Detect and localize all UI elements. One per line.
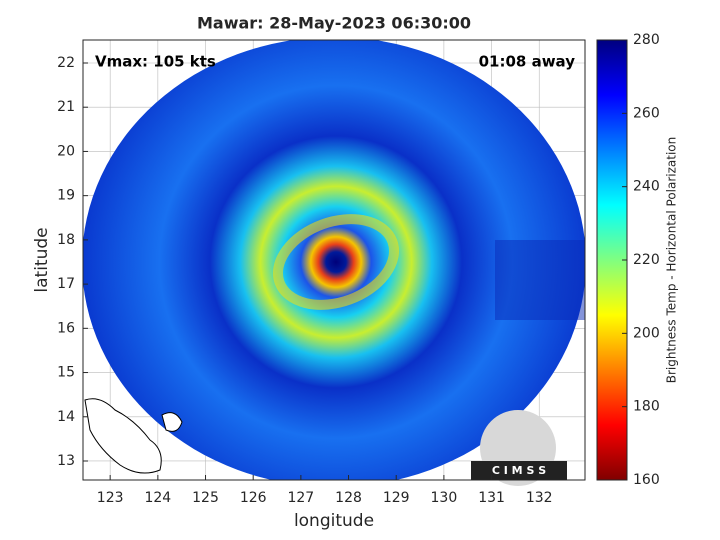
y-tick-label: 19 — [57, 188, 75, 204]
coastline — [161, 412, 183, 432]
x-tick-label: 123 — [97, 490, 124, 506]
colorbar-tick-label: 260 — [633, 105, 660, 121]
y-tick-label: 18 — [57, 232, 75, 248]
x-tick-label: 131 — [478, 490, 505, 506]
image-layer — [83, 40, 585, 480]
y-tick-label: 15 — [57, 365, 75, 381]
colorbar-tick-label: 180 — [633, 399, 660, 415]
x-tick-label: 125 — [192, 490, 219, 506]
logo-bar — [471, 461, 567, 480]
x-tick-label: 126 — [240, 490, 267, 506]
colorbar-label: Brightness Temp - Horizontal Polarizatio… — [665, 137, 679, 384]
y-axis-label: latitude — [32, 227, 52, 292]
y-tick-label: 20 — [57, 143, 75, 159]
x-tick-label: 130 — [431, 490, 458, 506]
brightness-field — [83, 40, 585, 480]
y-tick-label: 22 — [57, 55, 75, 71]
y-tick-label: 16 — [57, 320, 75, 336]
chart-title: Mawar: 28-May-2023 06:30:00 — [197, 14, 471, 33]
annotation: Vmax: 105 kts — [95, 53, 216, 71]
x-axis-label: longitude — [294, 511, 374, 531]
x-tick-label: 127 — [287, 490, 314, 506]
swath-edge — [495, 240, 585, 320]
eyewall-band — [272, 214, 400, 310]
x-tick-label: 129 — [383, 490, 410, 506]
colorbar-tick-label: 200 — [633, 325, 660, 341]
y-tick-label: 17 — [57, 276, 75, 292]
cimss-logo: C I M S S — [471, 410, 567, 486]
x-tick-label: 124 — [144, 490, 171, 506]
coastline — [84, 398, 162, 474]
colorbar-tick-label: 280 — [633, 32, 660, 48]
colorbar-tick-label: 240 — [633, 179, 660, 195]
x-tick-label: 132 — [526, 490, 553, 506]
x-tick-label: 128 — [335, 490, 362, 506]
plot-frame — [82, 39, 586, 481]
y-tick-label: 21 — [57, 99, 75, 115]
y-tick-label: 13 — [57, 453, 75, 469]
logo-text: C I M S S — [492, 464, 546, 477]
colorbar-tick-label: 160 — [633, 472, 660, 488]
y-tick-label: 14 — [57, 409, 75, 425]
colorbar-tick-label: 220 — [633, 252, 660, 268]
annotation: 01:08 away — [479, 53, 576, 71]
